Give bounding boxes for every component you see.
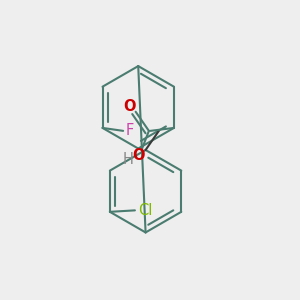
Text: H: H (122, 152, 133, 167)
Text: F: F (125, 123, 134, 138)
Text: O: O (124, 99, 136, 114)
Text: O: O (132, 148, 145, 164)
Text: Cl: Cl (138, 203, 152, 218)
